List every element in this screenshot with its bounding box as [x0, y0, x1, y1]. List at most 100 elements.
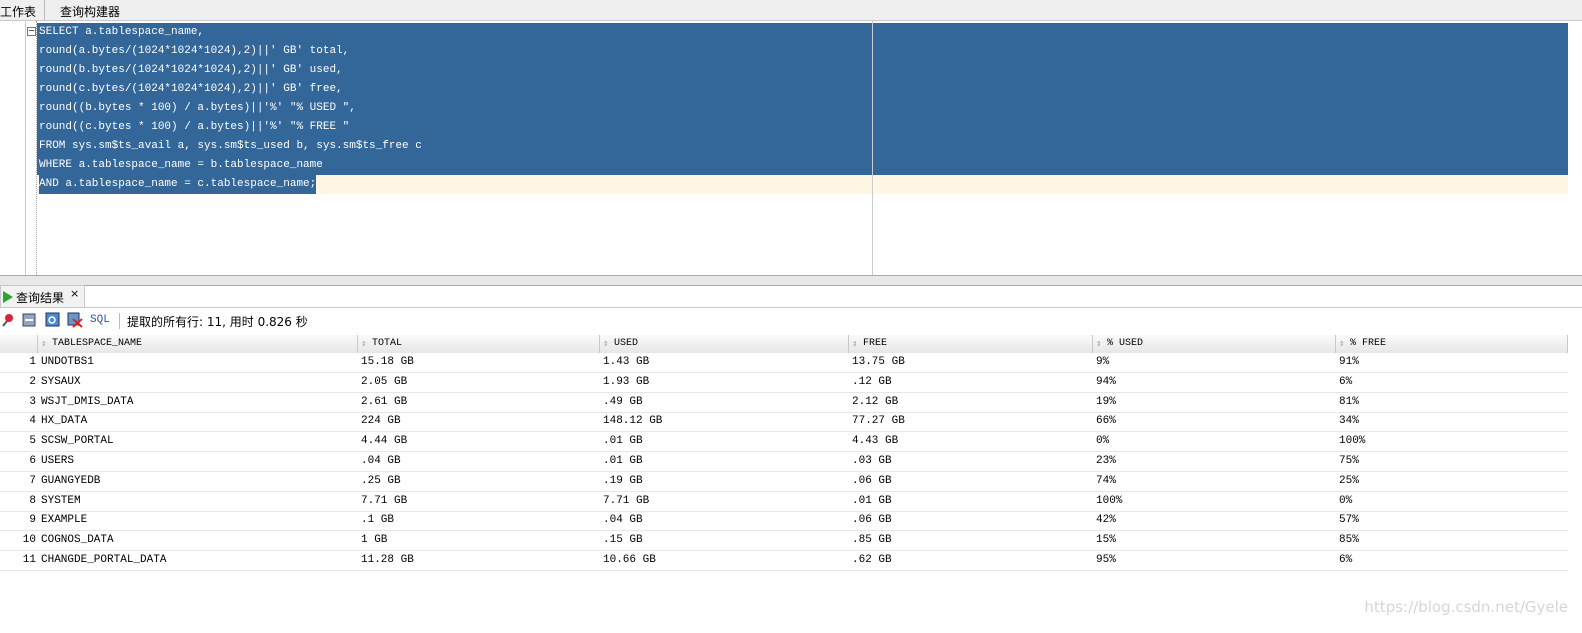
- column-header[interactable]: TABLESPACE_NAME ⇕: [38, 335, 358, 353]
- table-cell[interactable]: .1 GB: [361, 514, 395, 527]
- table-cell[interactable]: 1.93 GB: [603, 375, 650, 388]
- table-cell[interactable]: 75%: [1339, 455, 1359, 467]
- table-cell[interactable]: .04 GB: [361, 455, 401, 467]
- table-cell[interactable]: .12 GB: [852, 375, 892, 388]
- table-cell[interactable]: .19 GB: [603, 474, 643, 487]
- code-line: round((b.bytes * 100) / a.bytes)||'%' "%…: [37, 99, 1568, 118]
- print-icon[interactable]: [22, 313, 36, 327]
- table-cell[interactable]: 6%: [1339, 375, 1353, 388]
- sort-icon[interactable]: ⇕: [361, 339, 367, 349]
- cancel-icon[interactable]: [67, 312, 83, 328]
- column-header[interactable]: % USED ⇕: [1093, 335, 1336, 353]
- table-cell[interactable]: 15.18 GB: [361, 356, 414, 368]
- table-cell[interactable]: 2.05 GB: [361, 375, 408, 388]
- column-header[interactable]: USED ⇕: [600, 335, 849, 353]
- sql-button[interactable]: SQL: [90, 314, 110, 326]
- table-cell[interactable]: 85%: [1339, 534, 1359, 547]
- table-cell[interactable]: 66%: [1096, 415, 1116, 428]
- table-cell[interactable]: 4.43 GB: [852, 435, 899, 448]
- table-cell[interactable]: 11.28 GB: [361, 554, 414, 566]
- table-cell[interactable]: UNDOTBS1: [41, 356, 94, 368]
- table-cell[interactable]: .06 GB: [852, 514, 892, 527]
- editor[interactable]: − SELECT a.tablespace_name, round(a.bytes…: [0, 21, 1582, 275]
- table-cell[interactable]: 42%: [1096, 514, 1116, 527]
- table-cell[interactable]: SYSAUX: [41, 375, 81, 388]
- table-cell[interactable]: 7.71 GB: [361, 494, 408, 507]
- table-cell[interactable]: 4.44 GB: [361, 435, 408, 448]
- column-header[interactable]: % FREE ⇕: [1336, 335, 1568, 353]
- row-number: 6: [29, 455, 36, 467]
- table-cell[interactable]: 148.12 GB: [603, 415, 663, 428]
- table-cell[interactable]: .01 GB: [603, 455, 643, 467]
- table-cell[interactable]: 15%: [1096, 534, 1116, 547]
- table-cell[interactable]: 25%: [1339, 474, 1359, 487]
- table-cell[interactable]: 19%: [1096, 395, 1116, 408]
- splitter[interactable]: [0, 275, 1582, 286]
- table-cell[interactable]: COGNOS_DATA: [41, 534, 114, 547]
- table-cell[interactable]: 81%: [1339, 395, 1359, 408]
- column-header[interactable]: TOTAL ⇕: [358, 335, 600, 353]
- tab[interactable]: 查询构建器: [60, 5, 121, 19]
- table-cell[interactable]: .03 GB: [852, 455, 892, 467]
- table-cell[interactable]: .85 GB: [852, 534, 892, 547]
- refresh-icon[interactable]: [45, 312, 60, 327]
- gutter: [0, 21, 26, 275]
- sort-icon[interactable]: ⇕: [1339, 339, 1345, 349]
- table-cell[interactable]: 100%: [1339, 435, 1366, 448]
- table-cell[interactable]: HX_DATA: [41, 415, 88, 428]
- table-cell[interactable]: .01 GB: [603, 435, 643, 448]
- table-cell[interactable]: CHANGDE_PORTAL_DATA: [41, 554, 167, 566]
- table-cell[interactable]: 100%: [1096, 494, 1123, 507]
- table-cell[interactable]: .15 GB: [603, 534, 643, 547]
- table-cell[interactable]: USERS: [41, 455, 75, 467]
- close-button[interactable]: ×: [70, 287, 80, 300]
- table-cell[interactable]: 2.12 GB: [852, 395, 899, 408]
- column-header[interactable]: FREE ⇕: [849, 335, 1093, 353]
- table-cell[interactable]: 95%: [1096, 554, 1116, 566]
- code-text: AND a.tablespace_name = c.tablespace_nam…: [39, 175, 317, 194]
- sort-icon[interactable]: ⇕: [603, 339, 609, 349]
- tab[interactable]: 工作表: [0, 5, 37, 19]
- divider: [44, 0, 45, 20]
- row-number: 7: [29, 474, 36, 487]
- table-cell[interactable]: 224 GB: [361, 415, 401, 428]
- sort-icon[interactable]: ⇕: [41, 339, 47, 349]
- table-cell[interactable]: .62 GB: [852, 554, 892, 566]
- table-cell[interactable]: 23%: [1096, 455, 1116, 467]
- sort-icon[interactable]: ⇕: [1096, 339, 1102, 349]
- table-cell[interactable]: 6%: [1339, 554, 1353, 566]
- table-cell[interactable]: .25 GB: [361, 474, 401, 487]
- table-cell[interactable]: 1 GB: [361, 534, 388, 547]
- table-cell[interactable]: .01 GB: [852, 494, 892, 507]
- fold-marker[interactable]: −: [27, 26, 36, 36]
- table-cell[interactable]: SYSTEM: [41, 494, 81, 507]
- table-cell[interactable]: 91%: [1339, 356, 1359, 368]
- row-border: [0, 530, 1568, 532]
- table-cell[interactable]: 9%: [1096, 356, 1110, 368]
- table-cell[interactable]: 77.27 GB: [852, 415, 905, 428]
- table-cell[interactable]: 94%: [1096, 375, 1116, 388]
- table-cell[interactable]: SCSW_PORTAL: [41, 435, 114, 448]
- table-cell[interactable]: .06 GB: [852, 474, 892, 487]
- status-text: 提取的所有行: 11, 用时 0.826 秒: [127, 315, 308, 329]
- table-cell[interactable]: 10.66 GB: [603, 554, 656, 566]
- table-cell[interactable]: 74%: [1096, 474, 1116, 487]
- table-cell[interactable]: .49 GB: [603, 395, 643, 408]
- table-cell[interactable]: .04 GB: [603, 514, 643, 527]
- table-cell[interactable]: GUANGYEDB: [41, 474, 101, 487]
- table-cell[interactable]: 0%: [1339, 494, 1353, 507]
- code-text: round((c.bytes * 100) / a.bytes)||'%' "%…: [39, 118, 350, 137]
- table-cell[interactable]: EXAMPLE: [41, 514, 88, 527]
- row-border: [0, 471, 1568, 472]
- table-cell[interactable]: 13.75 GB: [852, 356, 905, 368]
- table-cell[interactable]: WSJT_DMIS_DATA: [41, 395, 134, 408]
- table-cell[interactable]: 7.71 GB: [603, 494, 650, 507]
- table-cell[interactable]: 2.61 GB: [361, 395, 408, 408]
- result-tab[interactable]: 查询结果 ×: [0, 285, 85, 308]
- table-cell[interactable]: 1.43 GB: [603, 356, 650, 368]
- pin-icon[interactable]: [2, 314, 13, 327]
- table-cell[interactable]: 0%: [1096, 435, 1110, 448]
- table-cell[interactable]: 57%: [1339, 514, 1359, 527]
- table-cell[interactable]: 34%: [1339, 415, 1359, 428]
- sort-icon[interactable]: ⇕: [852, 339, 858, 349]
